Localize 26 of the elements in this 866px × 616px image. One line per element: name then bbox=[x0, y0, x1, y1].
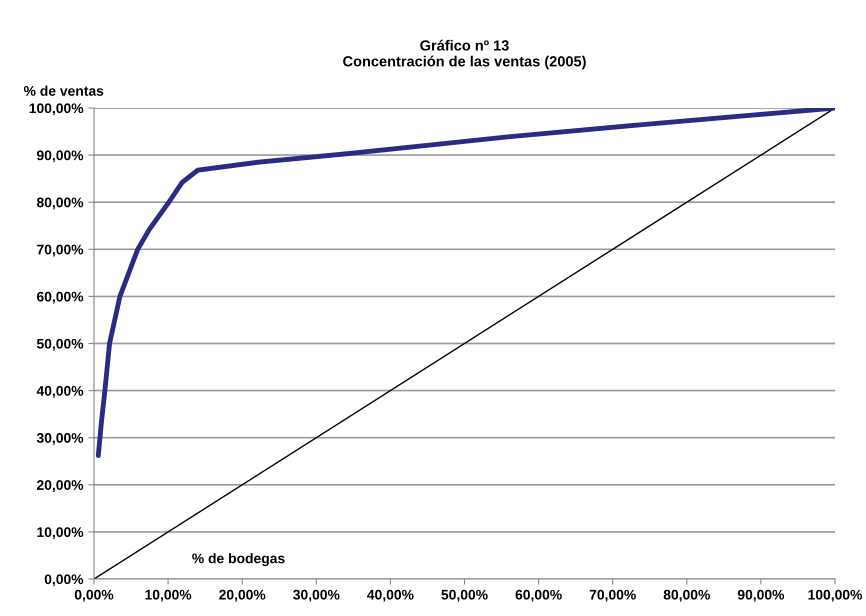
x-tick-label: 10,00% bbox=[145, 590, 192, 602]
y-tick-label: 100,00% bbox=[30, 103, 84, 116]
x-tick-label: 30,00% bbox=[293, 590, 340, 602]
y-tick-label: 60,00% bbox=[36, 292, 84, 304]
x-tick-label: 80,00% bbox=[664, 590, 710, 602]
y-tick-label: 90,00% bbox=[36, 150, 84, 162]
x-tick-label: 20,00% bbox=[219, 590, 266, 602]
y-axis-title: % de ventas bbox=[24, 86, 104, 96]
x-tick-label: 90,00% bbox=[738, 590, 784, 602]
y-tick-label: 50,00% bbox=[36, 338, 84, 351]
y-tick-label: 20,00% bbox=[36, 480, 84, 492]
x-tick-label: 0,00% bbox=[74, 590, 114, 602]
x-tick-label: 50,00% bbox=[441, 590, 488, 602]
x-tick-label: 100,00% bbox=[808, 590, 862, 602]
x-tick-label: 70,00% bbox=[590, 590, 636, 602]
y-tick-label: 80,00% bbox=[36, 198, 84, 210]
y-tick-label: 10,00% bbox=[37, 527, 84, 540]
line-series bbox=[96, 108, 835, 458]
x-tick-label: 60,00% bbox=[516, 590, 562, 602]
y-tick-label: 70,00% bbox=[37, 244, 84, 256]
y-tick-label: 0,00% bbox=[44, 574, 84, 586]
x-tick-label: 40,00% bbox=[367, 590, 414, 602]
chart-title: Gráfico nº 13 Concentración de las ventas (2005) bbox=[343, 40, 586, 70]
x-axis-title: % de bodegas bbox=[192, 553, 285, 566]
y-tick-label: 30,00% bbox=[36, 433, 84, 445]
y-tick-label: 40,00% bbox=[36, 386, 84, 398]
